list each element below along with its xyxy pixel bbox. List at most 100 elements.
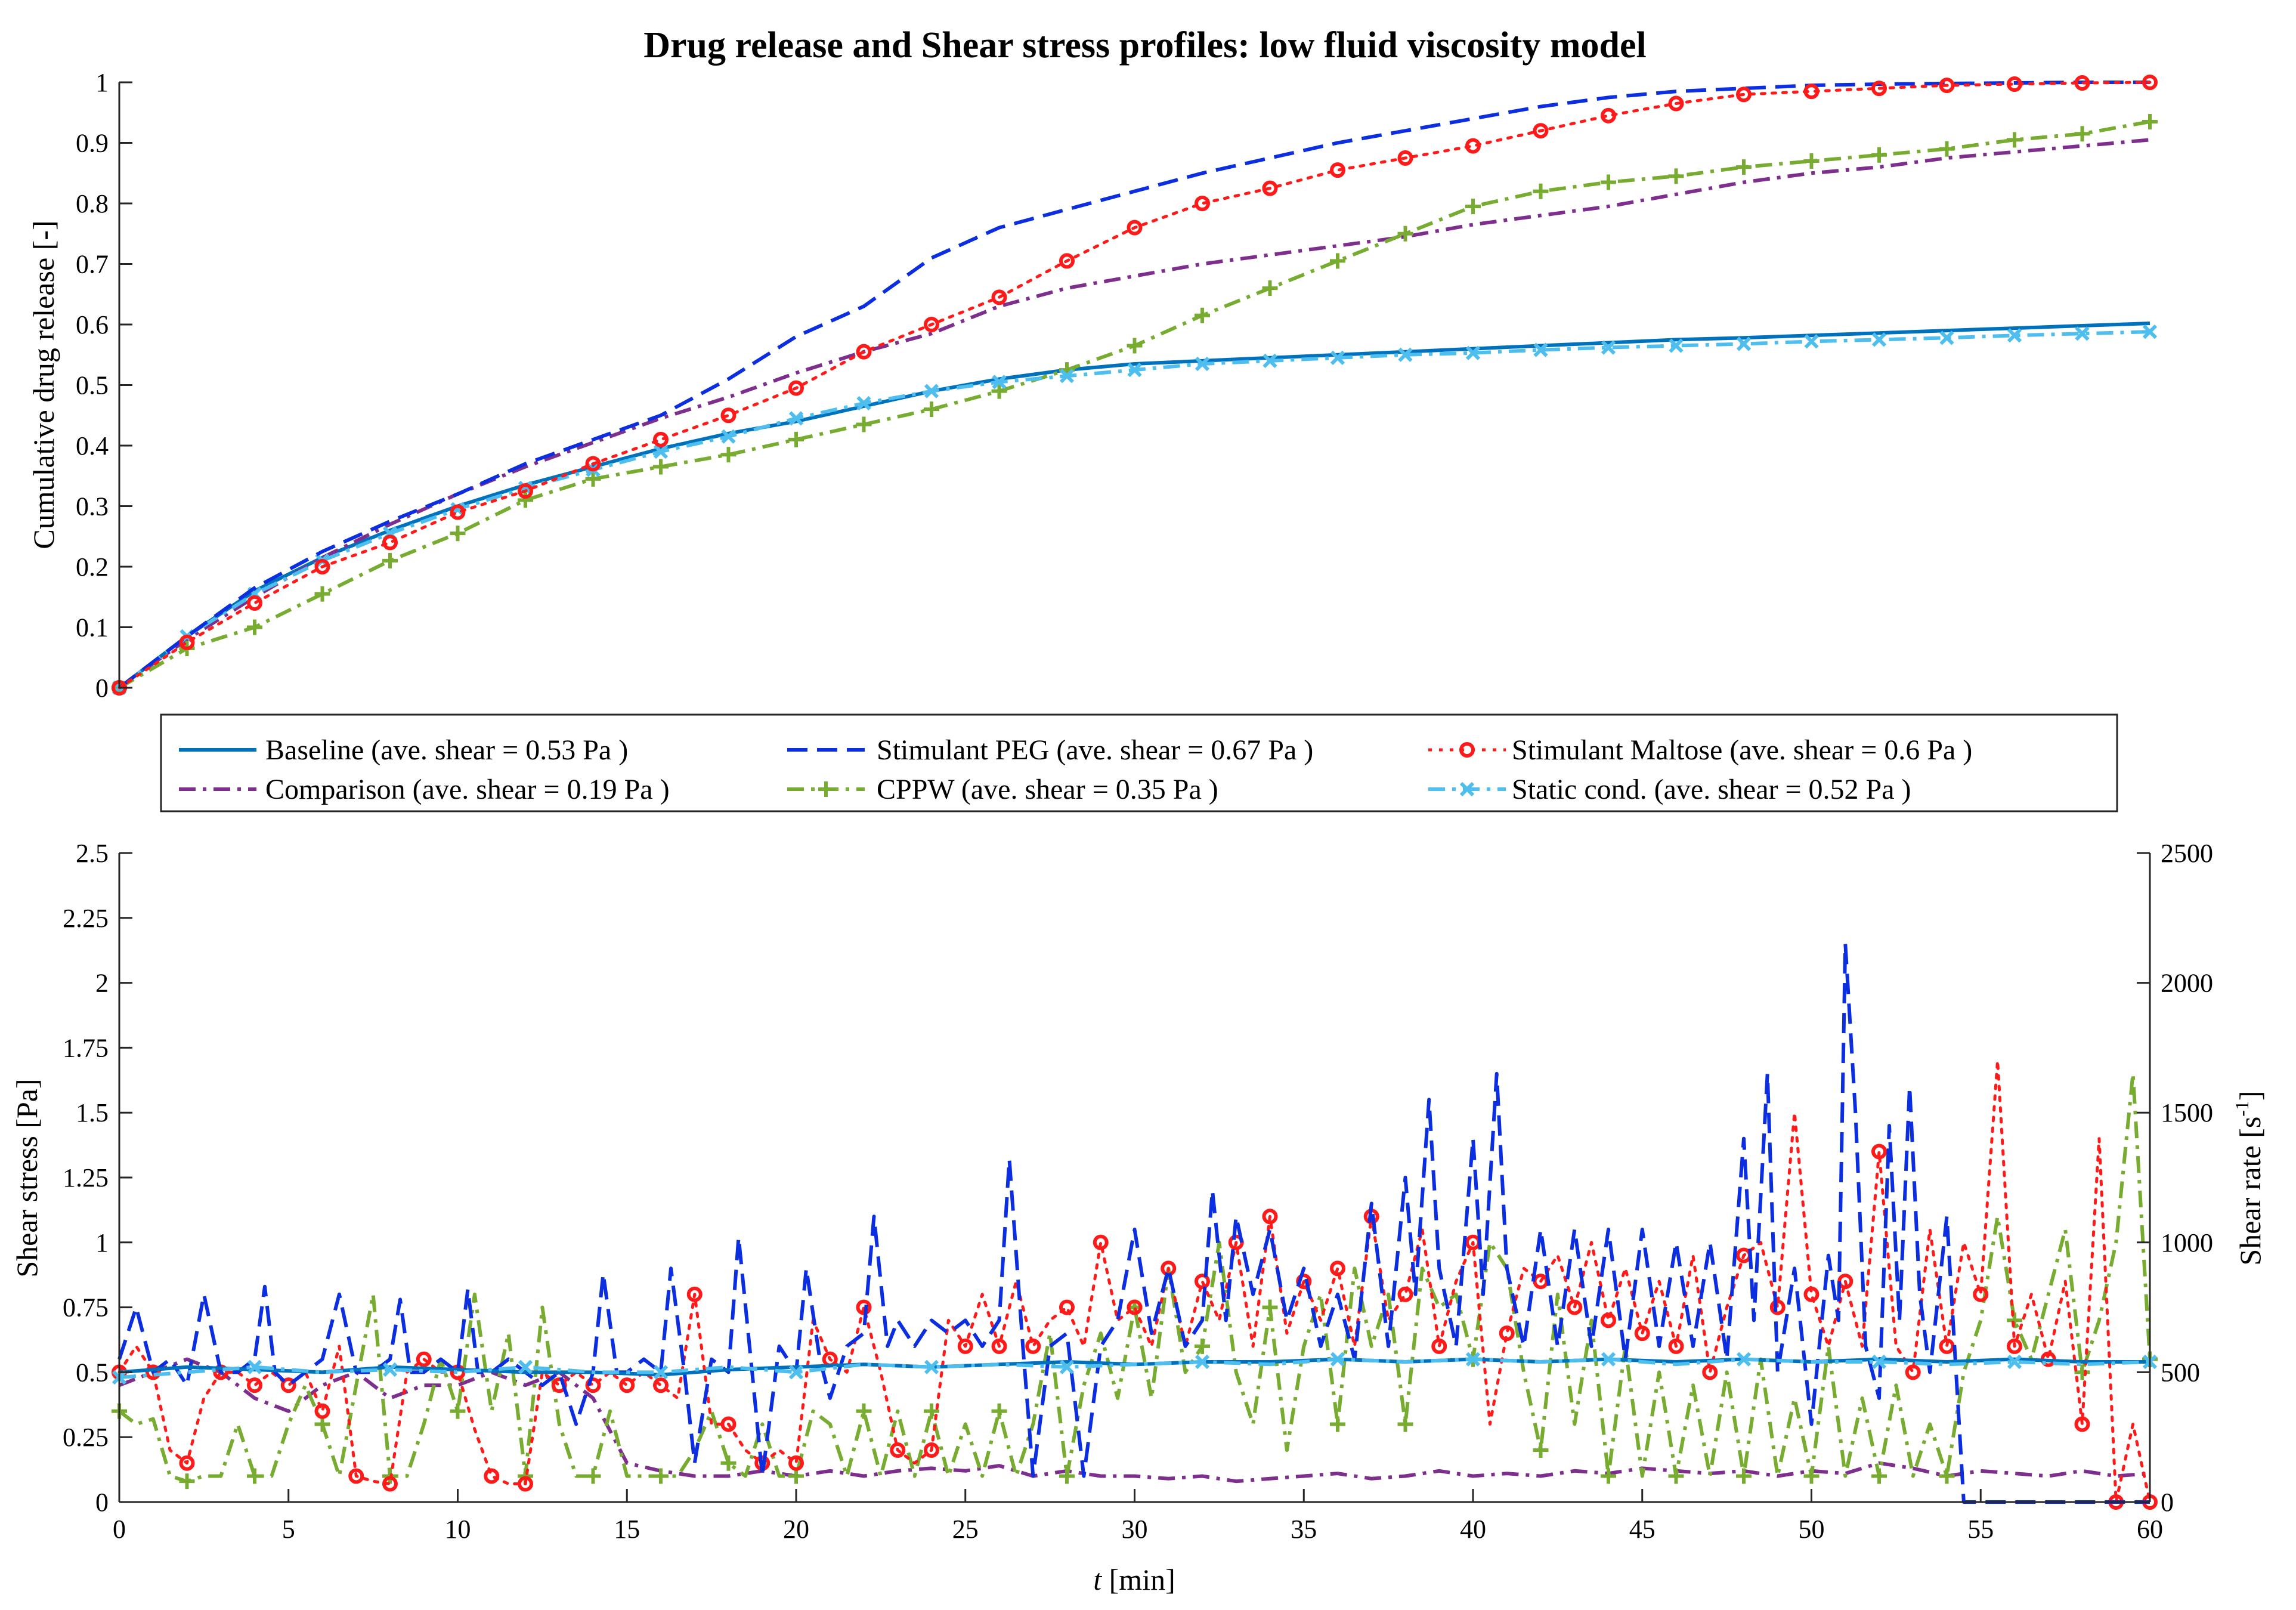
- shear-marker-cppw: [1533, 1442, 1549, 1458]
- release-marker-static-cond: [1601, 340, 1616, 355]
- legend-entry-stimulant-maltose: Stimulant Maltose (ave. shear = 0.6 Pa ): [1428, 734, 1972, 766]
- shear-marker-static-cond-b: [653, 1365, 669, 1380]
- release-marker-cppw: [991, 383, 1007, 399]
- shear-marker-stimulant-maltose: [518, 1476, 533, 1492]
- shear-marker-stimulant-maltose: [179, 1455, 195, 1471]
- shear-marker-static-cond: [518, 1359, 533, 1374]
- shear-marker-cppw: [2074, 1364, 2090, 1380]
- release-marker-stimulant-maltose: [247, 595, 262, 611]
- shear-marker-stimulant-maltose: [1330, 1260, 1345, 1277]
- release-marker-stimulant-maltose: [2074, 75, 2090, 91]
- release-marker-static-cond: [1939, 330, 1954, 345]
- release-marker-static-cond-b: [2007, 328, 2022, 343]
- time-x-label: t [min]: [1093, 1563, 1175, 1596]
- release-y-tick-label: 0.1: [76, 613, 109, 642]
- legend-label: Static cond. (ave. shear = 0.52 Pa ): [1512, 774, 1911, 805]
- release-marker-cppw: [1195, 307, 1210, 323]
- release-marker-static-cond-b: [1669, 338, 1684, 353]
- legend-entry-comparison: Comparison (ave. shear = 0.19 Pa ): [179, 774, 670, 805]
- legend-box: [160, 713, 2118, 812]
- shear-marker-static-cond: [653, 1365, 669, 1380]
- shear-marker-stimulant-maltose: [653, 1377, 669, 1393]
- release-marker-stimulant-maltose: [1668, 95, 1684, 112]
- shear-marker-stimulant-maltose: [2074, 1416, 2090, 1432]
- shear-marker-cppw: [450, 1403, 466, 1419]
- time-x-tick-label: 10: [445, 1515, 471, 1544]
- release-marker-static-cond: [2142, 325, 2158, 339]
- shear-marker-cppw: [720, 1455, 737, 1471]
- time-x-tick-label: 15: [614, 1515, 640, 1544]
- release-marker-static-cond: [924, 384, 939, 398]
- release-marker-static-cond-b: [1263, 353, 1277, 369]
- shear-marker-stimulant-maltose: [788, 1455, 804, 1471]
- release-marker-static-cond: [1736, 336, 1752, 351]
- shear-marker-static-cond: [1601, 1352, 1616, 1367]
- shear-marker-stimulant-maltose: [957, 1338, 973, 1354]
- shear-marker-cppw: [1059, 1468, 1075, 1484]
- shear-rate-tick-label: 500: [2161, 1358, 2200, 1387]
- time-x-tick-label: 0: [113, 1515, 126, 1544]
- shear-marker-static-cond: [382, 1362, 398, 1377]
- release-y-tick-label: 0.9: [76, 129, 109, 158]
- shear-marker-cppw: [653, 1468, 669, 1484]
- shear-y-tick-label: 2.25: [63, 904, 109, 933]
- shear-marker-cppw: [1939, 1468, 1955, 1484]
- shear-marker-static-cond: [1195, 1354, 1210, 1370]
- release-marker-static-cond-b: [653, 444, 669, 459]
- legend-label: CPPW (ave. shear = 0.35 Pa ): [877, 774, 1218, 805]
- release-marker-cppw: [1533, 183, 1549, 199]
- shear-marker-static-cond-b: [924, 1359, 939, 1374]
- release-marker-cppw: [924, 401, 939, 418]
- release-marker-cppw: [2007, 132, 2022, 148]
- release-marker-static-cond-b: [788, 411, 804, 426]
- shear-rate-label-sup: -1: [2231, 1101, 2252, 1117]
- release-y-tick-label: 0: [95, 673, 109, 703]
- shear-marker-cppw: [991, 1403, 1007, 1419]
- release-marker-static-cond: [1465, 345, 1481, 360]
- shear-marker-stimulant-maltose: [1702, 1364, 1718, 1380]
- release-marker-stimulant-maltose: [1127, 220, 1143, 236]
- shear-y-tick-label: 1.5: [76, 1098, 109, 1127]
- release-marker-cppw: [1397, 225, 1413, 242]
- shear-marker-stimulant-maltose: [991, 1338, 1007, 1354]
- shear-marker-stimulant-maltose: [686, 1286, 703, 1302]
- shear-marker-static-cond-b: [1330, 1352, 1345, 1367]
- shear-marker-stimulant-maltose: [1397, 1286, 1413, 1302]
- legend-label: Baseline (ave. shear = 0.53 Pa ): [265, 734, 628, 766]
- shear-marker-static-cond-b: [788, 1365, 804, 1380]
- shear-marker-static-cond: [2007, 1354, 2022, 1370]
- shear-marker-cppw: [1330, 1416, 1345, 1432]
- shear-rate-tick-label: 2500: [2161, 839, 2213, 868]
- legend: Baseline (ave. shear = 0.53 Pa ) Stimulan…: [160, 713, 2118, 812]
- release-y-label: Cumulative drug release [-]: [27, 220, 60, 549]
- shear-marker-stimulant-maltose: [1973, 1286, 1989, 1302]
- legend-marker: [818, 781, 834, 797]
- shear-marker-cppw: [856, 1403, 872, 1419]
- release-marker-cppw: [1465, 199, 1481, 215]
- release-marker-static-cond: [992, 375, 1007, 390]
- shear-marker-cppw: [788, 1468, 804, 1484]
- shear-line-static-cond: [119, 1357, 2150, 1380]
- shear-marker-stimulant-maltose: [1601, 1312, 1616, 1328]
- release-marker-cppw: [2142, 113, 2158, 129]
- release-marker-stimulant-maltose: [1803, 84, 1820, 100]
- release-y-tick-label: 0.4: [76, 431, 109, 461]
- time-x-tick-label: 25: [952, 1515, 979, 1544]
- shear-marker-static-cond: [924, 1359, 939, 1374]
- release-marker-static-cond: [653, 444, 669, 459]
- shear-marker-stimulant-maltose: [2007, 1338, 2022, 1354]
- release-marker-stimulant-maltose: [1939, 78, 1955, 94]
- release-marker-stimulant-maltose: [179, 634, 195, 650]
- release-marker-static-cond-b: [856, 395, 871, 411]
- release-marker-static-cond-b: [1939, 330, 1954, 345]
- shear-marker-static-cond: [1871, 1354, 1887, 1370]
- release-y-tick-label: 0.7: [76, 250, 109, 279]
- release-marker-cppw: [1330, 253, 1345, 269]
- shear-marker-static-cond-b: [1195, 1354, 1210, 1370]
- release-marker-static-cond-b: [924, 384, 939, 398]
- release-marker-cppw: [1939, 141, 1955, 157]
- release-marker-stimulant-maltose: [1465, 138, 1481, 154]
- release-marker-static-cond-b: [1736, 336, 1752, 351]
- shear-marker-cppw: [1397, 1416, 1413, 1432]
- release-marker-cppw: [450, 526, 466, 542]
